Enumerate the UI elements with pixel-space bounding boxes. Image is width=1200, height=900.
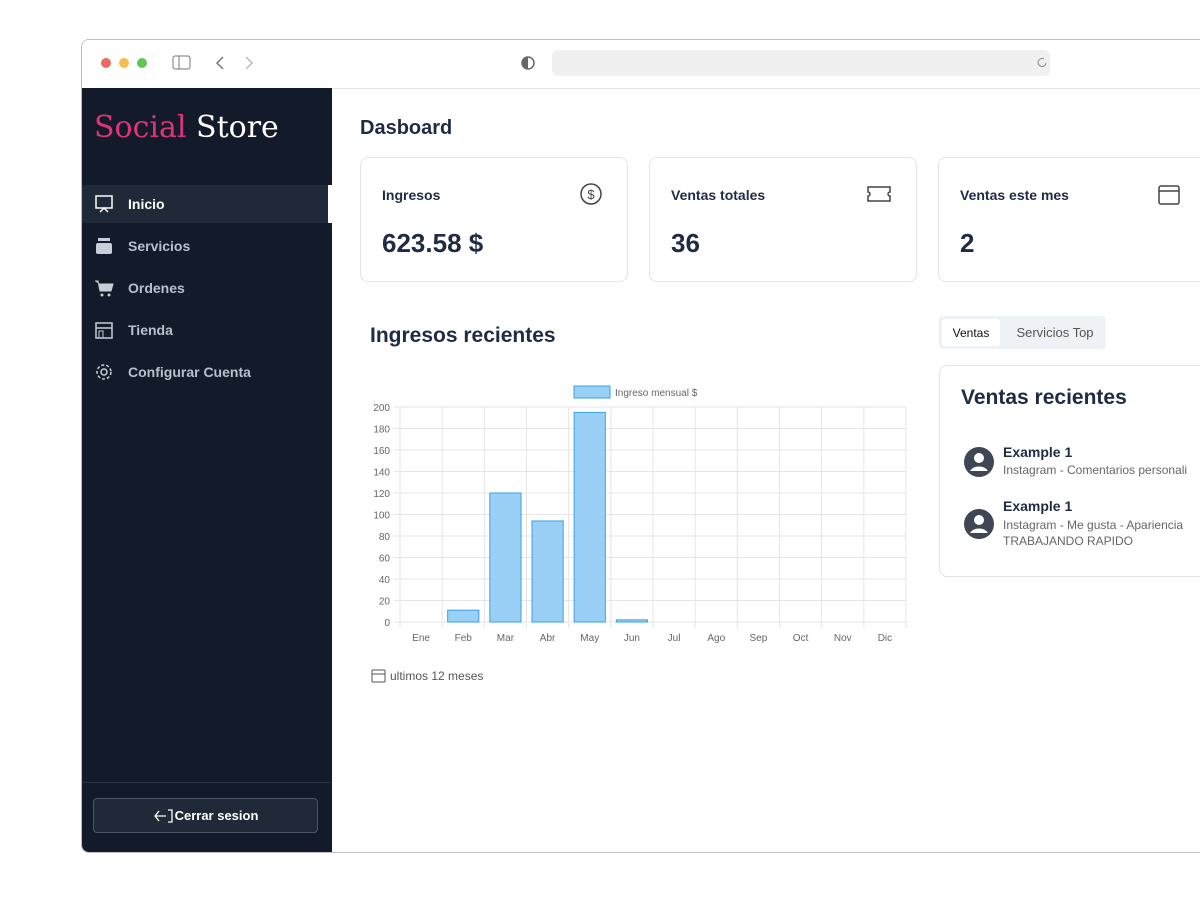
nav-label: Ordenes <box>128 280 185 296</box>
brand: Social Store <box>94 110 279 145</box>
icon <box>96 364 112 380</box>
recent-card: Ventas recientes Example 1 Instagram - C… <box>939 365 1200 577</box>
toolbar-icons <box>101 50 1050 76</box>
nav-label: Servicios <box>128 238 191 254</box>
y-tick-label: 120 <box>373 489 390 500</box>
nav-item[interactable]: Servicios <box>82 227 328 265</box>
x-tick-label: Ago <box>707 633 725 644</box>
stat-card: Ventas este mes 2 <box>938 157 1200 282</box>
x-tick-label: Jun <box>624 633 640 644</box>
item-desc: Instagram - Comentarios personali <box>1003 463 1188 477</box>
y-tick-label: 20 <box>379 597 391 608</box>
footer-text: ultimos 12 meses <box>390 669 484 683</box>
y-tick-label: 100 <box>373 511 390 522</box>
x-tick-label: Dic <box>878 633 892 644</box>
card-value: 623.58 $ <box>382 228 484 258</box>
x-tick-label: Mar <box>497 633 515 644</box>
bar <box>615 619 649 623</box>
card-value: 36 <box>671 228 700 258</box>
x-tick-label: Nov <box>834 633 852 644</box>
y-tick-label: 0 <box>384 618 390 629</box>
x-tick-label: Jul <box>668 633 681 644</box>
stat-card: Ingresos 623.58 $ $ <box>360 157 628 282</box>
y-tick-label: 160 <box>373 446 390 457</box>
item-desc: Instagram - Me gusta - Apariencia TRABAJ… <box>1003 518 1184 548</box>
y-tick-label: 60 <box>379 554 391 565</box>
legend-swatch <box>573 385 611 399</box>
tab[interactable]: Servicios Top <box>1016 325 1094 340</box>
x-tick-label: Oct <box>793 633 809 644</box>
y-tick-label: 200 <box>373 403 390 414</box>
recent-title: Ventas recientes <box>961 386 1127 409</box>
tab-active[interactable]: Ventas <box>942 319 1000 346</box>
bar <box>531 520 564 623</box>
y-tick-label: 40 <box>379 575 391 586</box>
browser-toolbar <box>82 40 1200 89</box>
icon <box>95 280 114 297</box>
card-value: 2 <box>960 228 975 258</box>
tabs: Ventas Servicios Top <box>939 316 1106 349</box>
icon <box>867 186 891 202</box>
y-tick-label: 180 <box>373 425 390 436</box>
brand-second: Store <box>196 110 279 145</box>
y-tick-label: 140 <box>373 468 390 479</box>
avatar <box>964 509 994 539</box>
nav-label: Inicio <box>128 196 165 212</box>
page-title: Dasboard <box>360 117 453 139</box>
browser-window: Social Store Inicio Servicios Ordenes Ti… <box>81 39 1200 853</box>
bar <box>573 411 606 623</box>
bar-chart: 0 20 40 60 80 100 120 140 160 180 200 Ingreso mensu… <box>373 385 907 644</box>
card-label: Ventas totales <box>671 187 766 203</box>
nav-item[interactable]: Ordenes <box>82 269 328 307</box>
nav-item[interactable]: Inicio <box>82 185 332 223</box>
logout-label: Cerrar sesion <box>174 808 259 823</box>
brand-first: Social <box>94 110 187 145</box>
sidebar: Social Store Inicio Servicios Ordenes Ti… <box>82 88 332 852</box>
y-tick-label: 80 <box>379 532 391 543</box>
item-name: Example 1 <box>1003 444 1073 460</box>
nav-item[interactable]: Tienda <box>82 311 328 349</box>
nav-label: Configurar Cuenta <box>128 364 251 380</box>
divider <box>82 782 332 783</box>
x-tick-label: Feb <box>455 633 473 644</box>
icon <box>153 808 173 823</box>
bar <box>489 492 522 623</box>
chart-title: Ingresos recientes <box>370 324 556 347</box>
svg-text:$: $ <box>587 187 595 202</box>
icon <box>1158 185 1180 205</box>
nav-item[interactable]: Configurar Cuenta <box>82 353 328 391</box>
x-tick-label: Abr <box>540 633 556 644</box>
icon <box>95 322 113 339</box>
x-tick-label: May <box>580 633 599 644</box>
bar <box>447 609 480 623</box>
avatar <box>964 447 994 477</box>
stat-card: Ventas totales 36 <box>649 157 917 282</box>
icon: $ <box>580 183 602 205</box>
card-label: Ingresos <box>382 187 441 203</box>
card-label: Ventas este mes <box>960 187 1069 203</box>
legend-label: Ingreso mensual $ <box>615 388 698 399</box>
logout-button[interactable]: Cerrar sesion <box>93 798 318 833</box>
nav-label: Tienda <box>128 322 173 338</box>
icon <box>371 669 386 683</box>
item-name: Example 1 <box>1003 498 1073 514</box>
icon <box>96 238 112 254</box>
x-tick-label: Sep <box>750 633 768 644</box>
chart-footer: ultimos 12 meses <box>370 668 483 684</box>
x-tick-label: Ene <box>412 633 430 644</box>
icon <box>95 195 113 213</box>
